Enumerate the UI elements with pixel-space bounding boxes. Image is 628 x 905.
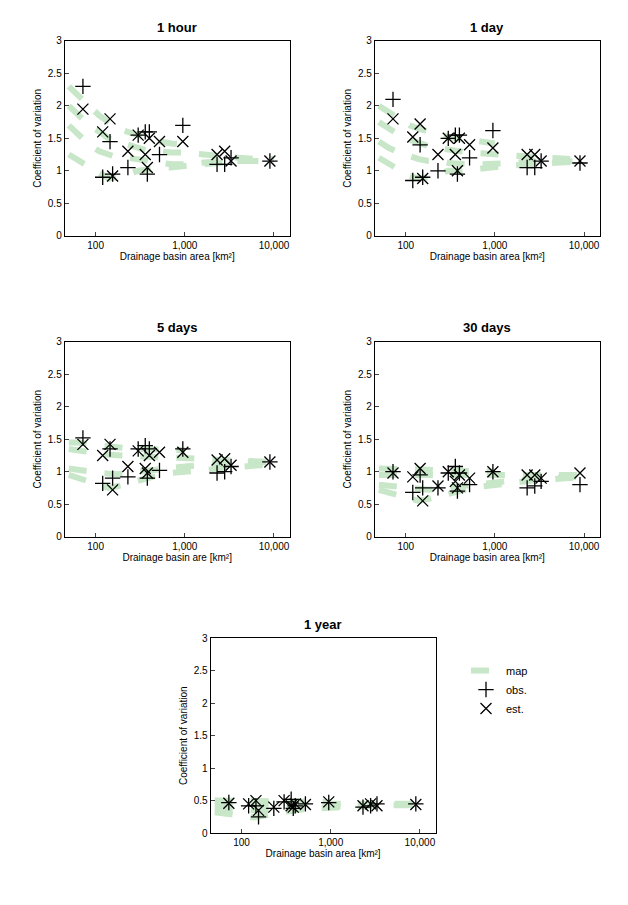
svg-text:3: 3 (366, 35, 372, 46)
svg-text:2.5: 2.5 (358, 68, 372, 79)
svg-text:2: 2 (56, 100, 62, 111)
svg-text:10,000: 10,000 (259, 541, 290, 552)
svg-text:2.5: 2.5 (48, 369, 62, 380)
svg-text:0: 0 (366, 230, 372, 241)
svg-text:2.5: 2.5 (358, 369, 372, 380)
svg-text:Coefficient of variation: Coefficient of variation (342, 390, 353, 489)
svg-text:2.5: 2.5 (48, 68, 62, 79)
svg-text:Drainage basin area [km²]: Drainage basin area [km²] (430, 552, 545, 563)
svg-text:1: 1 (366, 466, 372, 477)
svg-text:1: 1 (366, 165, 372, 176)
svg-text:100: 100 (87, 240, 104, 251)
svg-text:10,000: 10,000 (405, 837, 436, 848)
svg-text:Coefficient of variation: Coefficient of variation (342, 89, 353, 188)
svg-text:100: 100 (233, 837, 250, 848)
svg-text:Drainage basin are [km²]: Drainage basin are [km²] (122, 552, 232, 563)
svg-text:obs.: obs. (506, 684, 527, 696)
svg-text:Drainage basin area [km²]: Drainage basin area [km²] (120, 251, 235, 262)
svg-text:Coefficient of variation: Coefficient of variation (32, 89, 43, 188)
svg-text:10,000: 10,000 (569, 240, 600, 251)
svg-text:3: 3 (56, 336, 62, 347)
svg-text:1,000: 1,000 (482, 541, 507, 552)
svg-text:2.5: 2.5 (194, 665, 208, 676)
svg-text:100: 100 (397, 541, 414, 552)
svg-text:1,000: 1,000 (318, 837, 343, 848)
svg-text:Drainage basin area [km²]: Drainage basin area [km²] (266, 848, 381, 859)
svg-text:est.: est. (506, 703, 524, 715)
svg-text:0.5: 0.5 (358, 198, 372, 209)
svg-text:30 days: 30 days (463, 320, 511, 335)
svg-text:1: 1 (56, 466, 62, 477)
svg-text:0.5: 0.5 (358, 499, 372, 510)
svg-text:100: 100 (397, 240, 414, 251)
svg-text:1,000: 1,000 (172, 240, 197, 251)
svg-text:Coefficient of variation: Coefficient of variation (178, 686, 189, 785)
svg-text:1.5: 1.5 (358, 133, 372, 144)
svg-text:0: 0 (202, 828, 208, 839)
svg-text:1,000: 1,000 (482, 240, 507, 251)
svg-text:Drainage basin area [km²]: Drainage basin area [km²] (430, 251, 545, 262)
svg-text:0.5: 0.5 (48, 499, 62, 510)
svg-text:1,000: 1,000 (172, 541, 197, 552)
svg-text:3: 3 (56, 35, 62, 46)
svg-text:0: 0 (56, 230, 62, 241)
svg-text:0: 0 (366, 531, 372, 542)
svg-text:1.5: 1.5 (48, 434, 62, 445)
svg-text:1 year: 1 year (304, 617, 342, 632)
svg-text:2: 2 (202, 698, 208, 709)
svg-text:map: map (506, 665, 527, 677)
svg-text:100: 100 (87, 541, 104, 552)
svg-text:1 day: 1 day (470, 20, 504, 35)
svg-text:2: 2 (366, 401, 372, 412)
svg-text:5 days: 5 days (157, 320, 197, 335)
svg-text:0.5: 0.5 (48, 198, 62, 209)
svg-text:Coefficient of variation: Coefficient of variation (32, 390, 43, 489)
svg-text:10,000: 10,000 (259, 240, 290, 251)
svg-text:1 hour: 1 hour (157, 20, 197, 35)
svg-text:1: 1 (56, 165, 62, 176)
svg-text:1.5: 1.5 (358, 434, 372, 445)
svg-text:0: 0 (56, 531, 62, 542)
svg-text:2: 2 (366, 100, 372, 111)
svg-text:1.5: 1.5 (48, 133, 62, 144)
svg-text:1.5: 1.5 (194, 730, 208, 741)
svg-text:3: 3 (366, 336, 372, 347)
svg-text:2: 2 (56, 401, 62, 412)
svg-text:3: 3 (202, 633, 208, 644)
svg-text:10,000: 10,000 (569, 541, 600, 552)
svg-text:1: 1 (202, 763, 208, 774)
svg-text:0.5: 0.5 (194, 795, 208, 806)
